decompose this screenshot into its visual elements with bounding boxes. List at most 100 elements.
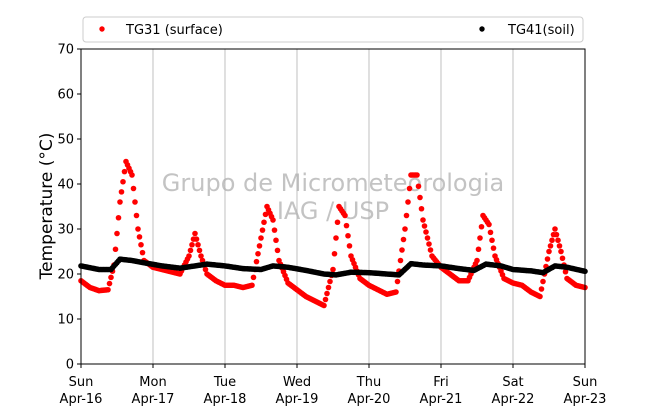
data-point: [261, 219, 267, 226]
data-point: [256, 243, 263, 249]
data-point: [397, 257, 404, 264]
data-point: [399, 247, 405, 253]
x-tick-label-day: Tue: [213, 375, 236, 390]
data-point: [273, 237, 279, 244]
data-point: [559, 255, 566, 262]
x-tick-label-date: Apr-20: [348, 392, 391, 407]
data-point: [427, 247, 434, 253]
data-point: [555, 237, 561, 244]
legend-label-soil: TG41(soil): [507, 23, 575, 38]
data-point: [114, 230, 120, 237]
data-point: [330, 266, 336, 273]
watermark-line-2: IAG / USP: [277, 197, 389, 225]
data-point: [322, 296, 329, 303]
data-point: [562, 268, 569, 275]
data-point: [250, 274, 257, 281]
data-point: [193, 236, 200, 242]
data-point: [474, 257, 480, 264]
data-point: [558, 248, 564, 255]
data-point: [105, 286, 111, 293]
data-point: [324, 290, 330, 297]
data-point: [549, 237, 555, 244]
data-point: [417, 194, 423, 201]
data-point: [415, 183, 422, 190]
data-point: [393, 289, 399, 295]
legend-box: [82, 16, 584, 43]
data-point: [327, 278, 333, 285]
data-point: [117, 199, 123, 205]
data-point: [108, 274, 114, 281]
y-axis: 0 10 20 30 40 50 60 70: [57, 43, 81, 373]
data-point: [186, 253, 192, 259]
data-point: [547, 243, 554, 249]
data-point: [477, 235, 483, 241]
data-point: [138, 241, 144, 248]
y-tick-label: 50: [57, 133, 74, 148]
data-point: [187, 247, 194, 254]
x-tick-label-date: Apr-21: [420, 392, 463, 407]
x-tick-label-date: Apr-23: [564, 392, 607, 407]
data-point: [426, 241, 432, 247]
y-tick-label: 60: [57, 88, 74, 103]
data-point: [490, 245, 497, 251]
legend-marker-surface: [99, 26, 105, 32]
data-point: [405, 199, 411, 205]
x-axis: Sun Apr-16 Mon Apr-17 Tue Apr-18 Wed Apr-19 Thu A…: [60, 364, 607, 407]
data-point: [133, 212, 140, 219]
data-point: [139, 249, 146, 256]
data-point: [132, 199, 138, 205]
x-tick-label-date: Apr-18: [204, 392, 247, 407]
data-point: [253, 258, 260, 265]
data-point: [115, 214, 122, 221]
watermark: Grupo de Micrometeorologia IAG / USP: [162, 169, 504, 225]
y-tick-label: 0: [66, 358, 74, 373]
data-point: [196, 247, 203, 254]
data-point: [121, 168, 128, 175]
series-tg31-surface: [78, 158, 588, 309]
data-point: [402, 226, 408, 232]
data-point: [424, 235, 431, 241]
data-point: [325, 284, 332, 291]
data-point: [487, 229, 494, 236]
data-point: [255, 250, 261, 257]
data-point: [135, 226, 141, 232]
data-point: [538, 286, 545, 292]
y-tick-label: 10: [57, 313, 74, 328]
data-point: [259, 227, 266, 233]
x-tick-label-date: Apr-19: [276, 392, 319, 407]
data-point: [553, 231, 560, 238]
data-point: [423, 229, 429, 235]
data-point: [406, 185, 413, 192]
data-point: [198, 253, 204, 259]
data-point: [400, 236, 407, 243]
series-tg41-soil: [78, 256, 588, 278]
data-point: [106, 280, 113, 287]
data-point: [120, 178, 126, 185]
data-point: [546, 248, 552, 255]
x-tick-label-date: Apr-16: [60, 392, 103, 407]
data-point: [540, 278, 546, 285]
data-point: [486, 221, 492, 228]
legend-label-surface: TG31 (surface): [125, 23, 223, 38]
x-tick-label-date: Apr-22: [492, 392, 535, 407]
data-point: [129, 172, 135, 178]
watermark-line-1: Grupo de Micrometeorologia: [162, 169, 504, 197]
y-axis-label: Temperature (°C): [37, 133, 57, 281]
x-tick-label-day: Sun: [69, 375, 94, 390]
data-point: [258, 235, 264, 241]
data-point: [346, 243, 353, 249]
legend-marker-soil: [479, 26, 485, 32]
y-tick-label: 30: [57, 223, 74, 238]
legend: TG31 (surface) TG41(soil): [82, 16, 584, 43]
data-point: [414, 172, 420, 178]
data-point: [343, 222, 350, 229]
x-tick-label-date: Apr-17: [132, 392, 175, 407]
data-point: [342, 212, 348, 219]
data-point: [271, 227, 278, 233]
data-point: [262, 211, 269, 218]
y-tick-label: 40: [57, 178, 74, 193]
data-point: [270, 217, 276, 223]
data-point: [403, 212, 410, 219]
data-point: [274, 247, 281, 254]
data-point: [394, 278, 401, 285]
